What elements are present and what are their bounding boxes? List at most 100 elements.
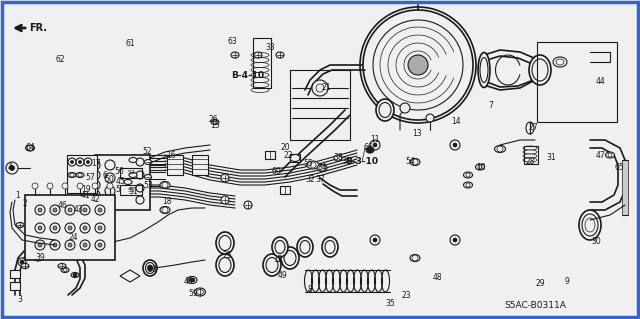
Ellipse shape bbox=[272, 237, 288, 257]
Circle shape bbox=[68, 226, 72, 230]
Circle shape bbox=[65, 223, 75, 233]
Ellipse shape bbox=[143, 260, 157, 276]
Ellipse shape bbox=[495, 145, 506, 152]
Circle shape bbox=[50, 223, 60, 233]
Text: 11: 11 bbox=[371, 135, 380, 144]
Circle shape bbox=[80, 223, 90, 233]
Text: 21: 21 bbox=[321, 84, 331, 93]
Text: 40: 40 bbox=[183, 278, 193, 286]
Text: 48: 48 bbox=[432, 273, 442, 283]
Ellipse shape bbox=[145, 160, 152, 165]
Ellipse shape bbox=[160, 182, 170, 189]
Text: 13: 13 bbox=[412, 129, 422, 137]
Circle shape bbox=[373, 143, 377, 147]
Ellipse shape bbox=[147, 265, 152, 271]
Circle shape bbox=[73, 273, 77, 277]
Circle shape bbox=[453, 143, 457, 147]
Text: 51: 51 bbox=[128, 188, 138, 197]
Circle shape bbox=[83, 226, 87, 230]
Circle shape bbox=[93, 183, 97, 187]
Text: 27: 27 bbox=[528, 122, 538, 131]
Text: B-4-10: B-4-10 bbox=[232, 70, 264, 79]
Text: 36: 36 bbox=[341, 158, 351, 167]
Circle shape bbox=[93, 163, 97, 167]
Circle shape bbox=[221, 196, 229, 204]
Circle shape bbox=[136, 171, 144, 179]
Circle shape bbox=[53, 208, 57, 212]
Bar bbox=[25, 195, 115, 260]
Ellipse shape bbox=[71, 272, 79, 278]
Ellipse shape bbox=[297, 237, 313, 257]
Ellipse shape bbox=[160, 206, 170, 213]
Circle shape bbox=[105, 186, 115, 196]
Bar bbox=[167, 155, 183, 175]
Ellipse shape bbox=[211, 120, 219, 124]
Ellipse shape bbox=[281, 247, 299, 269]
Ellipse shape bbox=[523, 146, 537, 150]
Text: 15: 15 bbox=[210, 121, 220, 130]
Circle shape bbox=[93, 173, 97, 177]
Circle shape bbox=[408, 55, 428, 75]
Circle shape bbox=[32, 183, 38, 189]
Text: 54: 54 bbox=[405, 157, 415, 166]
Bar bbox=[120, 168, 142, 178]
Text: 26: 26 bbox=[208, 115, 218, 124]
Circle shape bbox=[18, 258, 26, 266]
Text: 52: 52 bbox=[127, 170, 135, 175]
Circle shape bbox=[98, 226, 102, 230]
Circle shape bbox=[105, 160, 115, 170]
Ellipse shape bbox=[216, 232, 234, 254]
Circle shape bbox=[38, 208, 42, 212]
Bar bbox=[622, 160, 628, 215]
Ellipse shape bbox=[376, 99, 394, 121]
Circle shape bbox=[83, 208, 87, 212]
Circle shape bbox=[38, 243, 42, 247]
Circle shape bbox=[50, 240, 60, 250]
Text: 43: 43 bbox=[74, 204, 84, 213]
Text: 38: 38 bbox=[333, 152, 343, 161]
Text: 50: 50 bbox=[104, 174, 114, 183]
Circle shape bbox=[35, 240, 45, 250]
Ellipse shape bbox=[76, 173, 84, 177]
Polygon shape bbox=[120, 270, 140, 282]
Circle shape bbox=[400, 103, 410, 113]
Text: 16: 16 bbox=[166, 151, 176, 160]
Circle shape bbox=[136, 158, 144, 166]
Ellipse shape bbox=[366, 147, 374, 153]
Circle shape bbox=[312, 80, 328, 96]
Circle shape bbox=[90, 190, 100, 200]
Ellipse shape bbox=[523, 154, 537, 158]
Text: 12: 12 bbox=[273, 256, 283, 264]
Circle shape bbox=[86, 160, 90, 164]
Text: 24: 24 bbox=[68, 234, 78, 242]
Circle shape bbox=[244, 201, 252, 209]
Ellipse shape bbox=[523, 150, 537, 154]
Circle shape bbox=[10, 166, 15, 170]
Text: 59: 59 bbox=[188, 288, 198, 298]
Text: 52: 52 bbox=[127, 188, 135, 192]
Text: 5: 5 bbox=[116, 184, 120, 194]
Text: 45: 45 bbox=[116, 176, 126, 186]
Circle shape bbox=[95, 240, 105, 250]
Circle shape bbox=[76, 158, 84, 166]
Circle shape bbox=[90, 180, 100, 190]
Ellipse shape bbox=[216, 254, 234, 276]
Ellipse shape bbox=[476, 164, 484, 170]
Ellipse shape bbox=[109, 237, 115, 247]
Text: 29: 29 bbox=[535, 278, 545, 287]
Bar bbox=[280, 186, 290, 194]
Text: 64: 64 bbox=[25, 143, 35, 152]
Ellipse shape bbox=[16, 222, 24, 227]
Text: 42: 42 bbox=[90, 196, 100, 204]
Ellipse shape bbox=[307, 161, 319, 169]
Circle shape bbox=[38, 226, 42, 230]
Ellipse shape bbox=[189, 278, 195, 282]
Circle shape bbox=[107, 183, 113, 189]
Text: 52: 52 bbox=[142, 147, 152, 157]
Ellipse shape bbox=[68, 173, 76, 177]
Text: 58: 58 bbox=[147, 265, 157, 275]
Ellipse shape bbox=[322, 237, 338, 257]
Bar bbox=[290, 70, 350, 140]
Text: 32: 32 bbox=[305, 174, 315, 183]
Ellipse shape bbox=[553, 57, 567, 67]
